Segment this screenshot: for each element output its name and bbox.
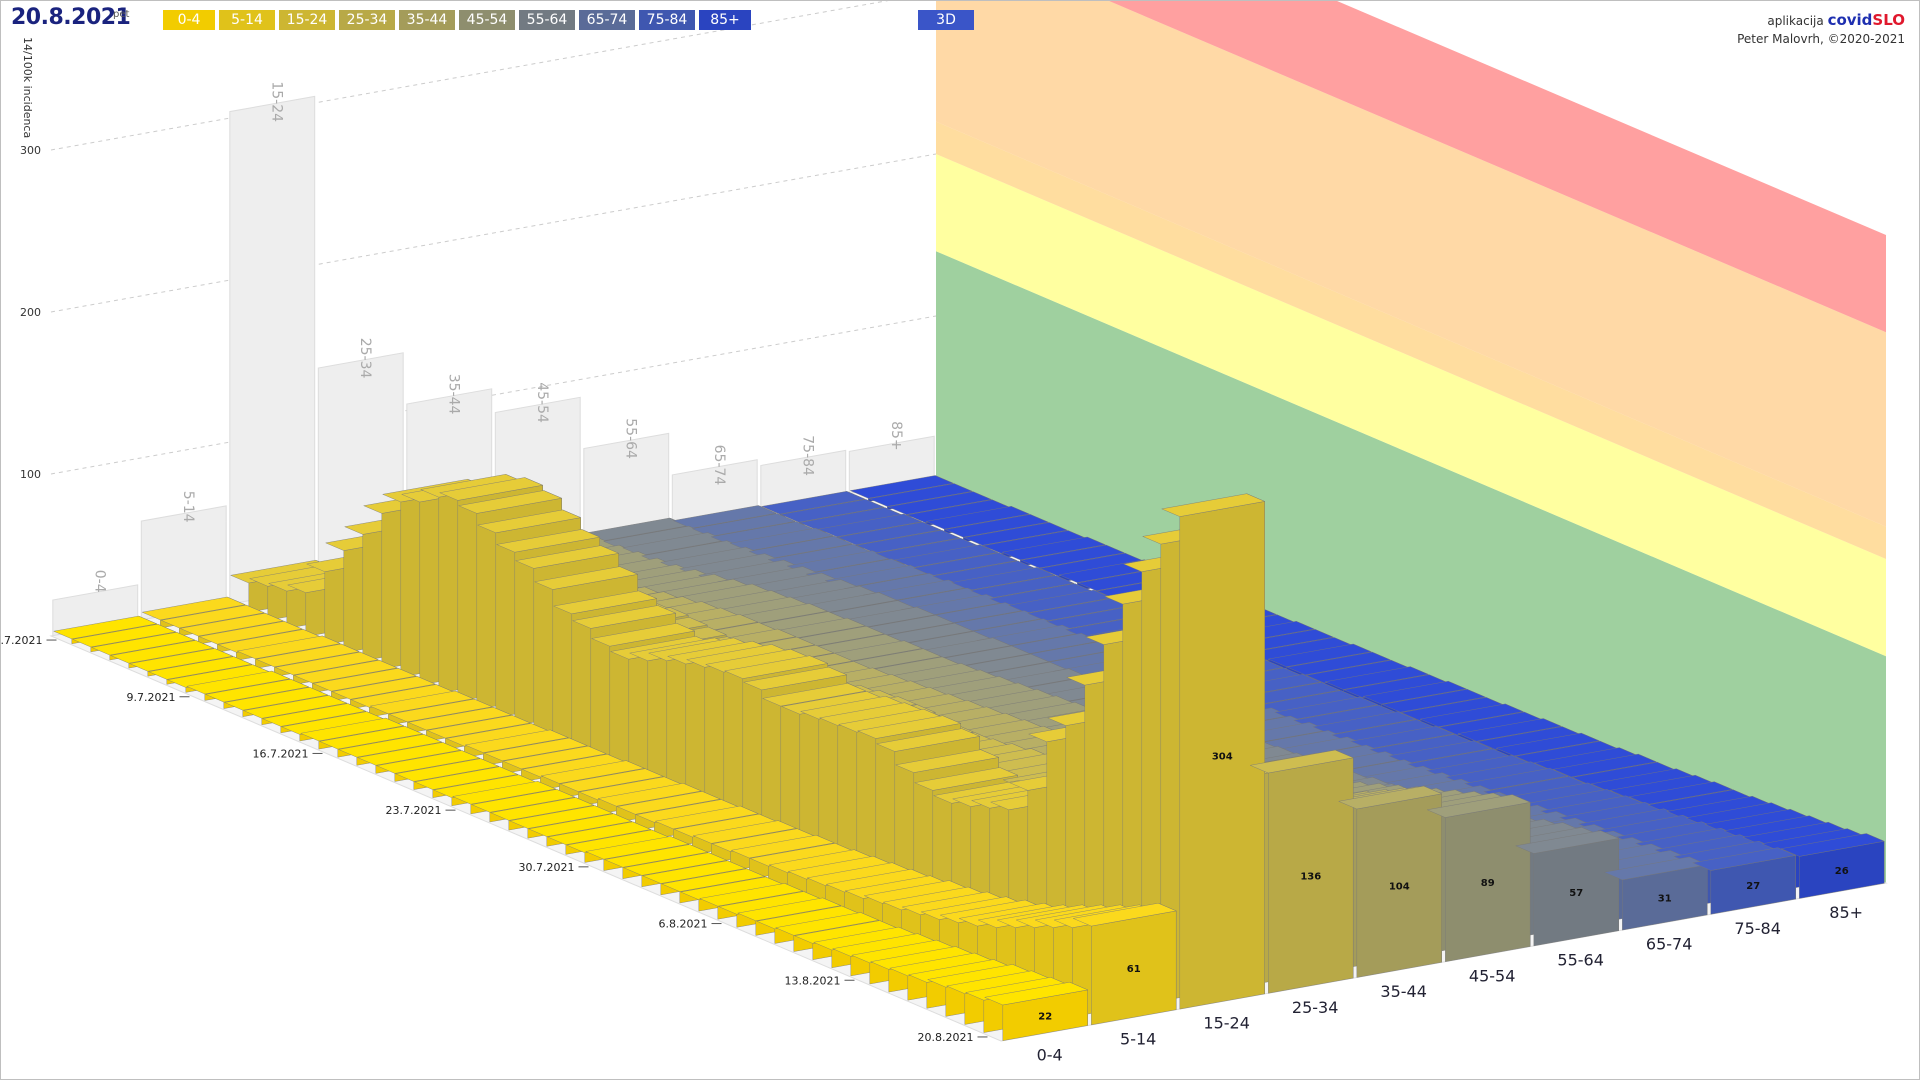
age-label-35-44: 35-44 (1380, 982, 1427, 1001)
credit-block: aplikacija covidSLO Peter Malovrh, ©2020… (1737, 11, 1905, 48)
brand-covid: covid (1827, 11, 1873, 29)
date-tick-30.7.2021: 30.7.2021 (519, 861, 575, 874)
value-label-5-14: 61 (1127, 964, 1141, 975)
gridline-100 (50, 315, 937, 475)
age-label-45-54: 45-54 (1469, 966, 1516, 985)
backwall-label-15-24: 15-24 (268, 81, 284, 122)
backwall-label-5-14: 5-14 (180, 491, 196, 523)
backwall-label-65-74: 65-74 (711, 445, 727, 486)
bar-45-54-20.8.2021 (1426, 794, 1531, 962)
bar-35-44-20.8.2021 (1338, 785, 1443, 978)
date-tick-23.7.2021: 23.7.2021 (386, 804, 442, 817)
backwall-label-25-34: 25-34 (357, 338, 373, 379)
age-label-65-74: 65-74 (1646, 935, 1693, 954)
value-label-55-64: 57 (1569, 888, 1583, 899)
legend-chip-15-24[interactable]: 15-24 (279, 10, 335, 30)
age-label-85+: 85+ (1829, 903, 1863, 922)
y-unit-line2: incidenca (21, 85, 34, 139)
y-axis-unit: 14/100k incidenca (19, 37, 34, 139)
backwall-silhouette-15-24 (229, 95, 316, 605)
date-tick-20.8.2021: 20.8.2021 (918, 1031, 974, 1044)
value-label-75-84: 27 (1746, 881, 1760, 892)
backwall-label-55-64: 55-64 (622, 418, 638, 459)
bar-25-34-20.8.2021 (1249, 749, 1354, 994)
threshold-band-2 (936, 121, 1886, 559)
value-label-85+: 26 (1835, 866, 1849, 877)
bar-55-64-20.8.2021 (1515, 830, 1620, 947)
threshold-band-4 (1109, 1, 1886, 333)
bars (53, 473, 1885, 1041)
legend-chip-85plus[interactable]: 85+ (699, 10, 751, 30)
value-label-0-4: 22 (1038, 1011, 1052, 1022)
date-tick-2.7.2021: 2.7.2021 (1, 634, 43, 647)
y-tick-300: 300 (20, 144, 41, 157)
latest-value-labels: 22 61 304 136 104 89 57 31 27 26 (1038, 751, 1848, 1022)
bar-75-84-20.8.2021 (1692, 847, 1797, 915)
legend-chip-65-74[interactable]: 65-74 (579, 10, 635, 30)
brand-slo: SLO (1872, 11, 1905, 29)
value-label-35-44: 104 (1389, 882, 1410, 893)
threshold-band-3 (936, 1, 1886, 527)
bar-65-74-20.8.2021 (1603, 856, 1708, 931)
legend-chip-0-4[interactable]: 0-4 (163, 10, 215, 30)
date-tick-6.8.2021: 6.8.2021 (659, 918, 708, 931)
age-label-0-4: 0-4 (1037, 1045, 1063, 1064)
backwall-label-0-4: 0-4 (91, 570, 107, 593)
value-label-25-34: 136 (1300, 872, 1321, 883)
backwall-label-75-84: 75-84 (799, 435, 815, 476)
threshold-wall (936, 1, 1886, 883)
legend-chip-5-14[interactable]: 5-14 (219, 10, 275, 30)
view-3d-button[interactable]: 3D (918, 10, 974, 30)
y-tick-200: 200 (20, 306, 41, 319)
age-group-legend: 0-4 5-14 15-24 25-34 35-44 45-54 55-64 65-74 75-… (163, 10, 751, 30)
age-label-75-84: 75-84 (1734, 919, 1781, 938)
current-date: 20.8.2021 (11, 5, 131, 30)
bar-85+-20.8.2021 (1780, 833, 1885, 899)
date-tick-16.7.2021: 16.7.2021 (253, 747, 309, 760)
bar-0-4-20.8.2021 (984, 981, 1089, 1041)
gridline-200 (50, 153, 937, 313)
value-label-65-74: 31 (1658, 893, 1672, 904)
legend-chip-25-34[interactable]: 25-34 (339, 10, 395, 30)
threshold-band-0 (936, 251, 1886, 883)
age-label-5-14: 5-14 (1120, 1030, 1156, 1049)
weekday-label: pet (113, 9, 130, 20)
y-unit-line1: 14/100k (21, 37, 34, 83)
legend-chip-75-84[interactable]: 75-84 (639, 10, 695, 30)
credit-prefix: aplikacija (1767, 14, 1824, 28)
value-label-45-54: 89 (1481, 878, 1495, 889)
age-axis: 0-4 5-14 15-24 25-34 35-44 45-54 55-64 65-74 75-… (1037, 903, 1863, 1064)
y-tick-100: 100 (20, 468, 41, 481)
bar-15-24-20.8.2021 (1161, 493, 1266, 1010)
date-tick-9.7.2021: 9.7.2021 (127, 691, 176, 704)
bar-5-14-20.8.2021 (1072, 902, 1177, 1026)
legend-chip-35-44[interactable]: 35-44 (399, 10, 455, 30)
threshold-band-1 (936, 154, 1886, 657)
value-label-15-24: 304 (1212, 751, 1233, 762)
legend-chip-45-54[interactable]: 45-54 (459, 10, 515, 30)
date-axis: 2.7.2021 9.7.2021 16.7.2021 23.7.2021 30.7.2… (1, 634, 988, 1044)
backwall-label-45-54: 45-54 (534, 382, 550, 423)
backwall-label-35-44: 35-44 (445, 374, 461, 415)
gridline-300 (50, 1, 889, 151)
backwall-label-85+: 85+ (888, 421, 904, 451)
credit-author: Peter Malovrh, ©2020-2021 (1737, 32, 1905, 46)
legend-chip-55-64[interactable]: 55-64 (519, 10, 575, 30)
age-label-55-64: 55-64 (1557, 951, 1604, 970)
age-label-25-34: 25-34 (1292, 998, 1339, 1017)
age-label-15-24: 15-24 (1203, 1014, 1250, 1033)
date-tick-13.8.2021: 13.8.2021 (785, 974, 841, 987)
